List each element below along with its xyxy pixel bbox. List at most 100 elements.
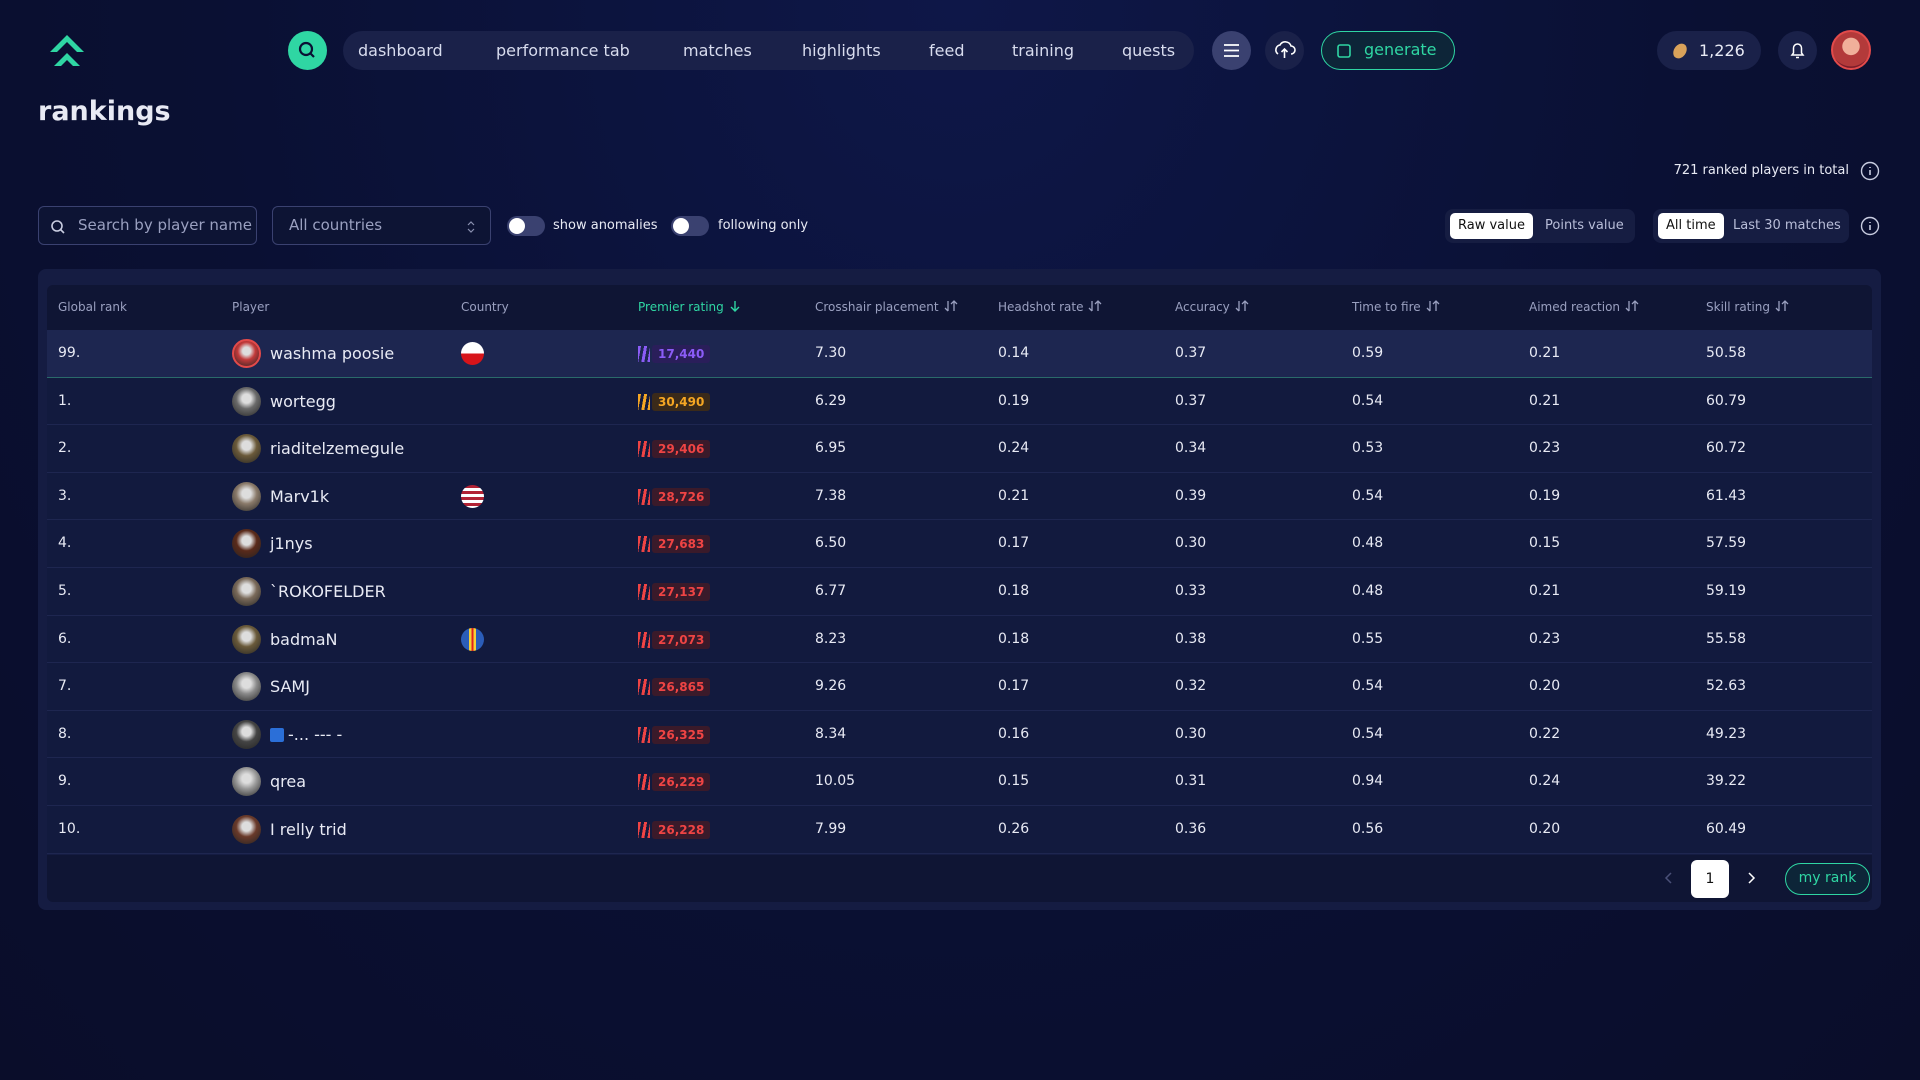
sort-icon[interactable] <box>729 300 745 312</box>
table-row[interactable]: 99. washma poosie 17,440 7.30 0.14 0.37 0.59 0.… <box>47 330 1872 378</box>
user-avatar[interactable] <box>1831 30 1871 70</box>
rank: 5. <box>58 583 72 599</box>
nav-item[interactable]: training <box>1012 41 1074 60</box>
my-rank-button[interactable]: my rank <box>1785 863 1870 895</box>
table-row[interactable]: 10. I relly trid 26,228 7.99 0.26 0.36 0.56 0.2… <box>47 806 1872 854</box>
player-name[interactable]: badmaN <box>270 629 338 649</box>
table-row[interactable]: 7. SAMJ 26,865 9.26 0.17 0.32 0.54 0.20 52.63 <box>47 663 1872 711</box>
table-row[interactable]: 2. riaditelzemegule 29,406 6.95 0.24 0.34 0.53… <box>47 425 1872 473</box>
rank: 10. <box>58 821 81 837</box>
table-row[interactable]: 6. badmaN 27,073 8.23 0.18 0.38 0.55 0.23 55.58 <box>47 615 1872 664</box>
table-row[interactable]: 1. wortegg 30,490 6.29 0.19 0.37 0.54 0.21 60.79 <box>47 377 1872 426</box>
menu-button[interactable] <box>1212 31 1251 70</box>
nav-item[interactable]: performance tab <box>496 41 630 60</box>
stat-value: 0.54 <box>1352 725 1384 742</box>
stat-value: 0.55 <box>1352 630 1384 647</box>
stat-value: 60.79 <box>1706 392 1747 409</box>
table-row[interactable]: 4. j1nys 27,683 6.50 0.17 0.30 0.48 0.15 57.59 <box>47 520 1872 568</box>
column-header[interactable]: Headshot rate <box>998 285 1104 330</box>
nav-item[interactable]: matches <box>683 41 752 60</box>
info-icon[interactable] <box>1860 216 1880 236</box>
stat-value: 0.18 <box>998 630 1030 647</box>
rating-stripes <box>638 631 650 648</box>
rating-stripes <box>638 584 650 600</box>
country-flag <box>461 484 484 508</box>
table-row[interactable]: 5. `ROKOFELDER 27,137 6.77 0.18 0.33 0.48 0.21 5… <box>47 568 1872 616</box>
player-name[interactable]: riaditelzemegule <box>270 439 405 459</box>
toggle-label: following only <box>718 218 809 233</box>
player-name[interactable]: -... --- - <box>288 724 343 744</box>
stat-value: 0.94 <box>1352 773 1384 790</box>
nav-item[interactable]: feed <box>929 41 965 60</box>
avatar <box>232 339 261 368</box>
player-name[interactable]: SAMJ <box>270 677 310 697</box>
avatar <box>232 767 261 797</box>
player-name[interactable]: I relly trid <box>270 820 347 839</box>
stat-value: 0.16 <box>998 725 1030 742</box>
rank: 1. <box>58 392 72 409</box>
coins[interactable]: 1,226 <box>1657 31 1761 70</box>
country-select[interactable]: All countries <box>272 206 491 245</box>
avatar <box>232 624 261 654</box>
player-name[interactable]: wortegg <box>270 391 336 411</box>
stat-value: 0.54 <box>1352 678 1384 695</box>
stat-value: 50.58 <box>1706 345 1747 361</box>
stat-value: 61.43 <box>1706 487 1747 504</box>
player-name[interactable]: qrea <box>270 772 307 792</box>
premier-rating: 26,229 <box>652 773 711 792</box>
nav-item[interactable]: highlights <box>802 41 881 60</box>
segment[interactable]: Raw value <box>1450 213 1533 239</box>
stat-value: 0.34 <box>1175 440 1207 457</box>
search-input[interactable]: Search by player name <box>38 206 257 245</box>
column-header[interactable]: Crosshair placement <box>815 285 960 330</box>
table-row[interactable]: 3. Marv1k 28,726 7.38 0.21 0.39 0.54 0.19 61.43 <box>47 472 1872 521</box>
player-name[interactable]: `ROKOFELDER <box>270 582 386 601</box>
avatar <box>232 529 261 559</box>
nav-item[interactable]: dashboard <box>358 41 443 60</box>
sort-icon[interactable] <box>1235 300 1251 312</box>
column-header[interactable]: Time to fire <box>1352 285 1442 330</box>
avatar <box>232 386 261 416</box>
stat-value: 0.17 <box>998 535 1030 552</box>
column-header[interactable]: Aimed reaction <box>1529 285 1641 330</box>
toggle[interactable] <box>671 216 709 236</box>
column-header[interactable]: Skill rating <box>1706 285 1791 330</box>
segment[interactable]: All time <box>1658 213 1724 239</box>
sort-icon[interactable] <box>1775 300 1791 312</box>
upload-button[interactable] <box>1265 31 1304 70</box>
stat-value: 0.39 <box>1175 487 1207 504</box>
stat-value: 0.30 <box>1175 535 1207 552</box>
sort-icon[interactable] <box>1625 300 1641 312</box>
period: All time Last 30 matches <box>1653 209 1849 243</box>
premier-rating: 26,865 <box>652 678 711 697</box>
table-row[interactable]: 8. -... --- - 26,325 8.34 0.16 0.30 0.54 0.22 49… <box>47 710 1872 759</box>
search-button[interactable] <box>288 31 327 70</box>
player-name[interactable]: washma poosie <box>270 344 395 363</box>
rank: 6. <box>58 630 72 647</box>
player-name[interactable]: j1nys <box>270 534 313 554</box>
sort-icon[interactable] <box>1088 300 1104 312</box>
column-header[interactable]: Accuracy <box>1175 285 1251 330</box>
notifications[interactable] <box>1778 31 1817 70</box>
sort-icon[interactable] <box>1426 300 1442 312</box>
logo[interactable] <box>46 30 88 70</box>
player-name[interactable]: Marv1k <box>270 486 330 506</box>
sort-icon[interactable] <box>944 300 960 312</box>
info-icon[interactable] <box>1860 161 1880 181</box>
nav-item[interactable]: quests <box>1122 41 1176 60</box>
table-row[interactable]: 9. qrea 26,229 10.05 0.15 0.31 0.94 0.24 39.22 <box>47 758 1872 806</box>
toggle[interactable] <box>507 216 545 236</box>
premier-rating: 26,325 <box>652 725 711 744</box>
stat-value: 0.18 <box>998 583 1030 599</box>
segment[interactable]: Last 30 matches <box>1733 218 1841 233</box>
stat-value: 0.36 <box>1175 821 1207 837</box>
rank: 2. <box>58 440 72 457</box>
stat-value: 0.21 <box>1529 392 1561 409</box>
segment[interactable]: Points value <box>1545 218 1624 233</box>
stat-value: 60.49 <box>1706 821 1747 837</box>
generate-button[interactable]: generate <box>1321 31 1455 70</box>
page-button[interactable]: 1 <box>1691 860 1729 898</box>
stat-value: 0.21 <box>1529 583 1561 599</box>
column-header[interactable]: Premier rating <box>638 285 745 330</box>
stat-value: 0.31 <box>1175 773 1207 790</box>
